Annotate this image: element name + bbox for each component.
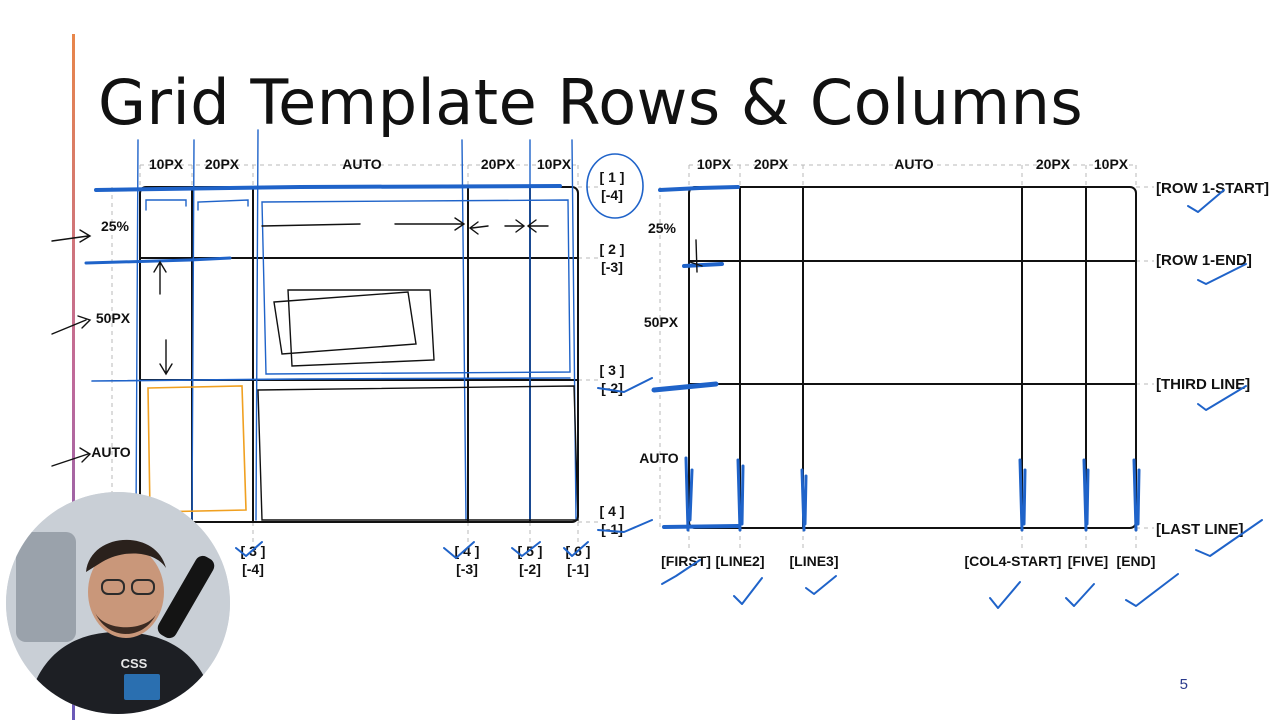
left-row-line-3-pos: [ 3 ] xyxy=(600,362,625,378)
left-row-line-2-neg: [-3] xyxy=(601,259,623,275)
right-col-size-1: 10PX xyxy=(697,156,732,172)
left-row-line-1-pos: [ 1 ] xyxy=(600,169,625,185)
left-row-line-2-pos: [ 2 ] xyxy=(600,241,625,257)
left-col-size-5: 10PX xyxy=(537,156,572,172)
left-col-size-4: 20PX xyxy=(481,156,516,172)
presenter-avatar: CSS xyxy=(6,492,230,714)
right-row-line-name-3: [THIRD LINE] xyxy=(1156,376,1250,393)
right-col-line-name-6: [END] xyxy=(1117,553,1156,569)
left-col-line-4-neg: [-3] xyxy=(456,561,478,577)
left-row-size-2: 50PX xyxy=(96,310,131,326)
left-row-size-3: AUTO xyxy=(91,444,131,460)
left-row-line-1-neg: [-4] xyxy=(601,187,623,203)
left-grid-guides xyxy=(111,164,600,545)
right-col-size-4: 20PX xyxy=(1036,156,1071,172)
right-col-size-2: 20PX xyxy=(754,156,789,172)
left-row-size-1: 25% xyxy=(101,218,130,234)
webcam-overlay: CSS xyxy=(6,492,230,714)
right-col-line-name-2: [LINE2] xyxy=(716,553,765,569)
right-row-size-2: 50PX xyxy=(644,314,679,330)
left-col-line-6-neg: [-1] xyxy=(567,561,589,577)
left-col-size-1: 10PX xyxy=(149,156,184,172)
right-row-line-name-4: [LAST LINE] xyxy=(1156,521,1244,538)
right-grid-lines xyxy=(688,186,1137,529)
left-grid-diagram: 10PX 20PX AUTO 20PX 10PX 25% 50PX AUTO [… xyxy=(51,129,653,577)
right-grid-guides xyxy=(659,164,1154,550)
left-col-line-5-neg: [-2] xyxy=(519,561,541,577)
left-col-size-2: 20PX xyxy=(205,156,240,172)
right-col-line-name-5: [FIVE] xyxy=(1068,553,1108,569)
right-col-line-name-1: [FIRST] xyxy=(661,553,711,569)
left-grid-annotations xyxy=(51,129,653,559)
right-grid-annotations xyxy=(651,185,1263,609)
right-grid-diagram: 10PX 20PX AUTO 20PX 10PX 25% 50PX AUTO [… xyxy=(639,156,1269,609)
svg-text:CSS: CSS xyxy=(121,656,148,671)
left-grid-lines xyxy=(139,186,579,523)
right-col-line-name-4: [COL4-START] xyxy=(965,553,1062,569)
right-col-size-3: AUTO xyxy=(894,156,934,172)
left-row-line-4-neg: [-1] xyxy=(601,521,623,537)
left-col-line-3-neg: [-4] xyxy=(242,561,264,577)
slide-accent-bar xyxy=(72,34,75,720)
right-row-line-name-1: [ROW 1-START] xyxy=(1156,180,1269,197)
page-number: 5 xyxy=(1179,676,1188,693)
right-row-size-3: AUTO xyxy=(639,450,679,466)
right-row-size-1: 25% xyxy=(648,220,677,236)
right-row-line-name-2: [ROW 1-END] xyxy=(1156,252,1252,269)
right-col-line-name-3: [LINE3] xyxy=(790,553,839,569)
slide-title: Grid Template Rows & Columns xyxy=(98,66,1084,139)
right-col-size-5: 10PX xyxy=(1094,156,1129,172)
left-col-size-3: AUTO xyxy=(342,156,382,172)
left-row-line-4-pos: [ 4 ] xyxy=(600,503,625,519)
